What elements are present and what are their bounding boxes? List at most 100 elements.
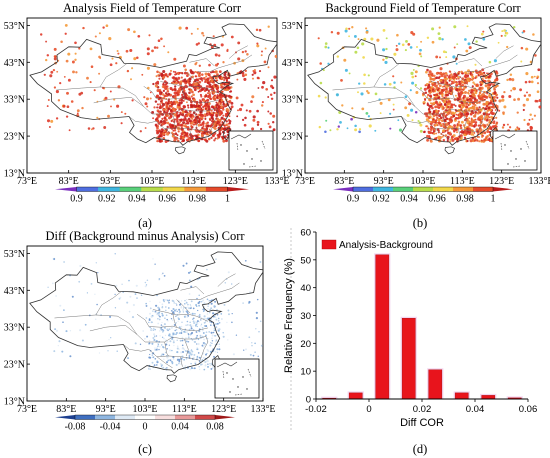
station-point <box>452 103 456 106</box>
station-point <box>450 103 454 106</box>
station-point <box>49 74 53 78</box>
station-point <box>270 79 274 82</box>
lat-tick-label: 53°N <box>4 21 25 32</box>
station-point <box>343 58 347 62</box>
station-point <box>211 340 214 342</box>
bar <box>401 318 416 400</box>
station-point <box>170 326 173 329</box>
station-point <box>51 282 54 285</box>
station-point <box>434 105 437 109</box>
station-point <box>194 70 197 73</box>
station-point <box>393 52 397 56</box>
station-point <box>474 113 477 116</box>
station-point <box>443 103 447 107</box>
y-tick-label: 40 <box>300 283 311 294</box>
station-point <box>189 305 192 307</box>
station-point <box>397 119 400 122</box>
station-point <box>209 308 212 311</box>
station-point <box>512 25 516 29</box>
station-point <box>451 76 455 80</box>
station-point <box>171 124 175 127</box>
station-point <box>225 123 228 127</box>
station-point <box>246 53 249 56</box>
legend-label: Analysis-Background <box>339 240 433 251</box>
station-point <box>90 283 93 285</box>
station-point <box>531 118 534 121</box>
station-point <box>160 324 163 326</box>
station-point <box>218 132 222 135</box>
station-point <box>485 104 489 108</box>
station-point <box>259 261 262 263</box>
station-point <box>194 86 197 89</box>
station-point <box>453 130 456 133</box>
station-point <box>187 112 191 116</box>
station-point <box>153 106 156 109</box>
station-point <box>189 89 193 92</box>
province-border <box>164 128 182 140</box>
station-point <box>205 331 208 334</box>
station-point <box>467 92 470 95</box>
inset-dashline <box>236 140 266 168</box>
station-point <box>473 83 476 86</box>
station-point <box>409 89 412 92</box>
station-point <box>158 348 160 351</box>
province-border <box>373 63 400 88</box>
x-tick-label: 0 <box>366 404 371 415</box>
station-point <box>363 73 366 77</box>
station-point <box>363 82 366 85</box>
station-point <box>53 350 56 353</box>
station-point <box>251 342 253 344</box>
station-point <box>207 89 210 93</box>
south-china-sea-inset <box>214 358 260 399</box>
station-point <box>425 70 428 74</box>
station-point <box>107 350 109 352</box>
station-point <box>181 136 185 140</box>
station-point <box>168 72 172 76</box>
station-point <box>220 76 224 80</box>
station-point <box>172 107 176 112</box>
station-point <box>198 368 201 371</box>
lon-tick-label: 133°E <box>264 176 289 187</box>
station-point <box>206 318 209 320</box>
station-point <box>208 63 211 67</box>
station-point <box>474 121 478 124</box>
station-point <box>124 112 127 115</box>
station-point <box>203 138 207 141</box>
station-point <box>190 125 193 128</box>
station-point <box>501 30 504 33</box>
x-tick-label: 0.04 <box>466 404 485 415</box>
station-point <box>227 309 230 312</box>
station-point <box>473 139 477 142</box>
station-point <box>450 73 453 76</box>
station-point <box>201 329 204 332</box>
station-point <box>166 125 169 129</box>
station-point <box>160 128 164 131</box>
station-point <box>157 121 161 125</box>
station-point <box>162 345 164 348</box>
station-point <box>185 337 187 339</box>
station-point <box>48 126 51 128</box>
station-point <box>188 77 192 81</box>
station-point <box>47 286 49 289</box>
station-point <box>459 84 463 88</box>
inset-island <box>510 150 512 152</box>
station-point <box>227 94 231 98</box>
station-point <box>495 94 498 97</box>
station-point <box>149 91 152 94</box>
station-point <box>458 88 461 91</box>
station-point <box>164 309 167 312</box>
station-point <box>180 98 184 102</box>
station-point <box>209 300 211 302</box>
station-point <box>216 120 220 124</box>
station-point <box>175 333 177 336</box>
station-point <box>59 304 62 307</box>
station-point <box>494 124 497 128</box>
station-point <box>94 318 97 320</box>
station-point <box>208 94 212 98</box>
lon-tick-label: 73°E <box>295 176 315 187</box>
station-point <box>175 315 177 318</box>
station-point <box>190 121 194 125</box>
station-point <box>395 48 399 52</box>
colorbar-segment <box>227 187 249 192</box>
station-point <box>191 312 194 315</box>
